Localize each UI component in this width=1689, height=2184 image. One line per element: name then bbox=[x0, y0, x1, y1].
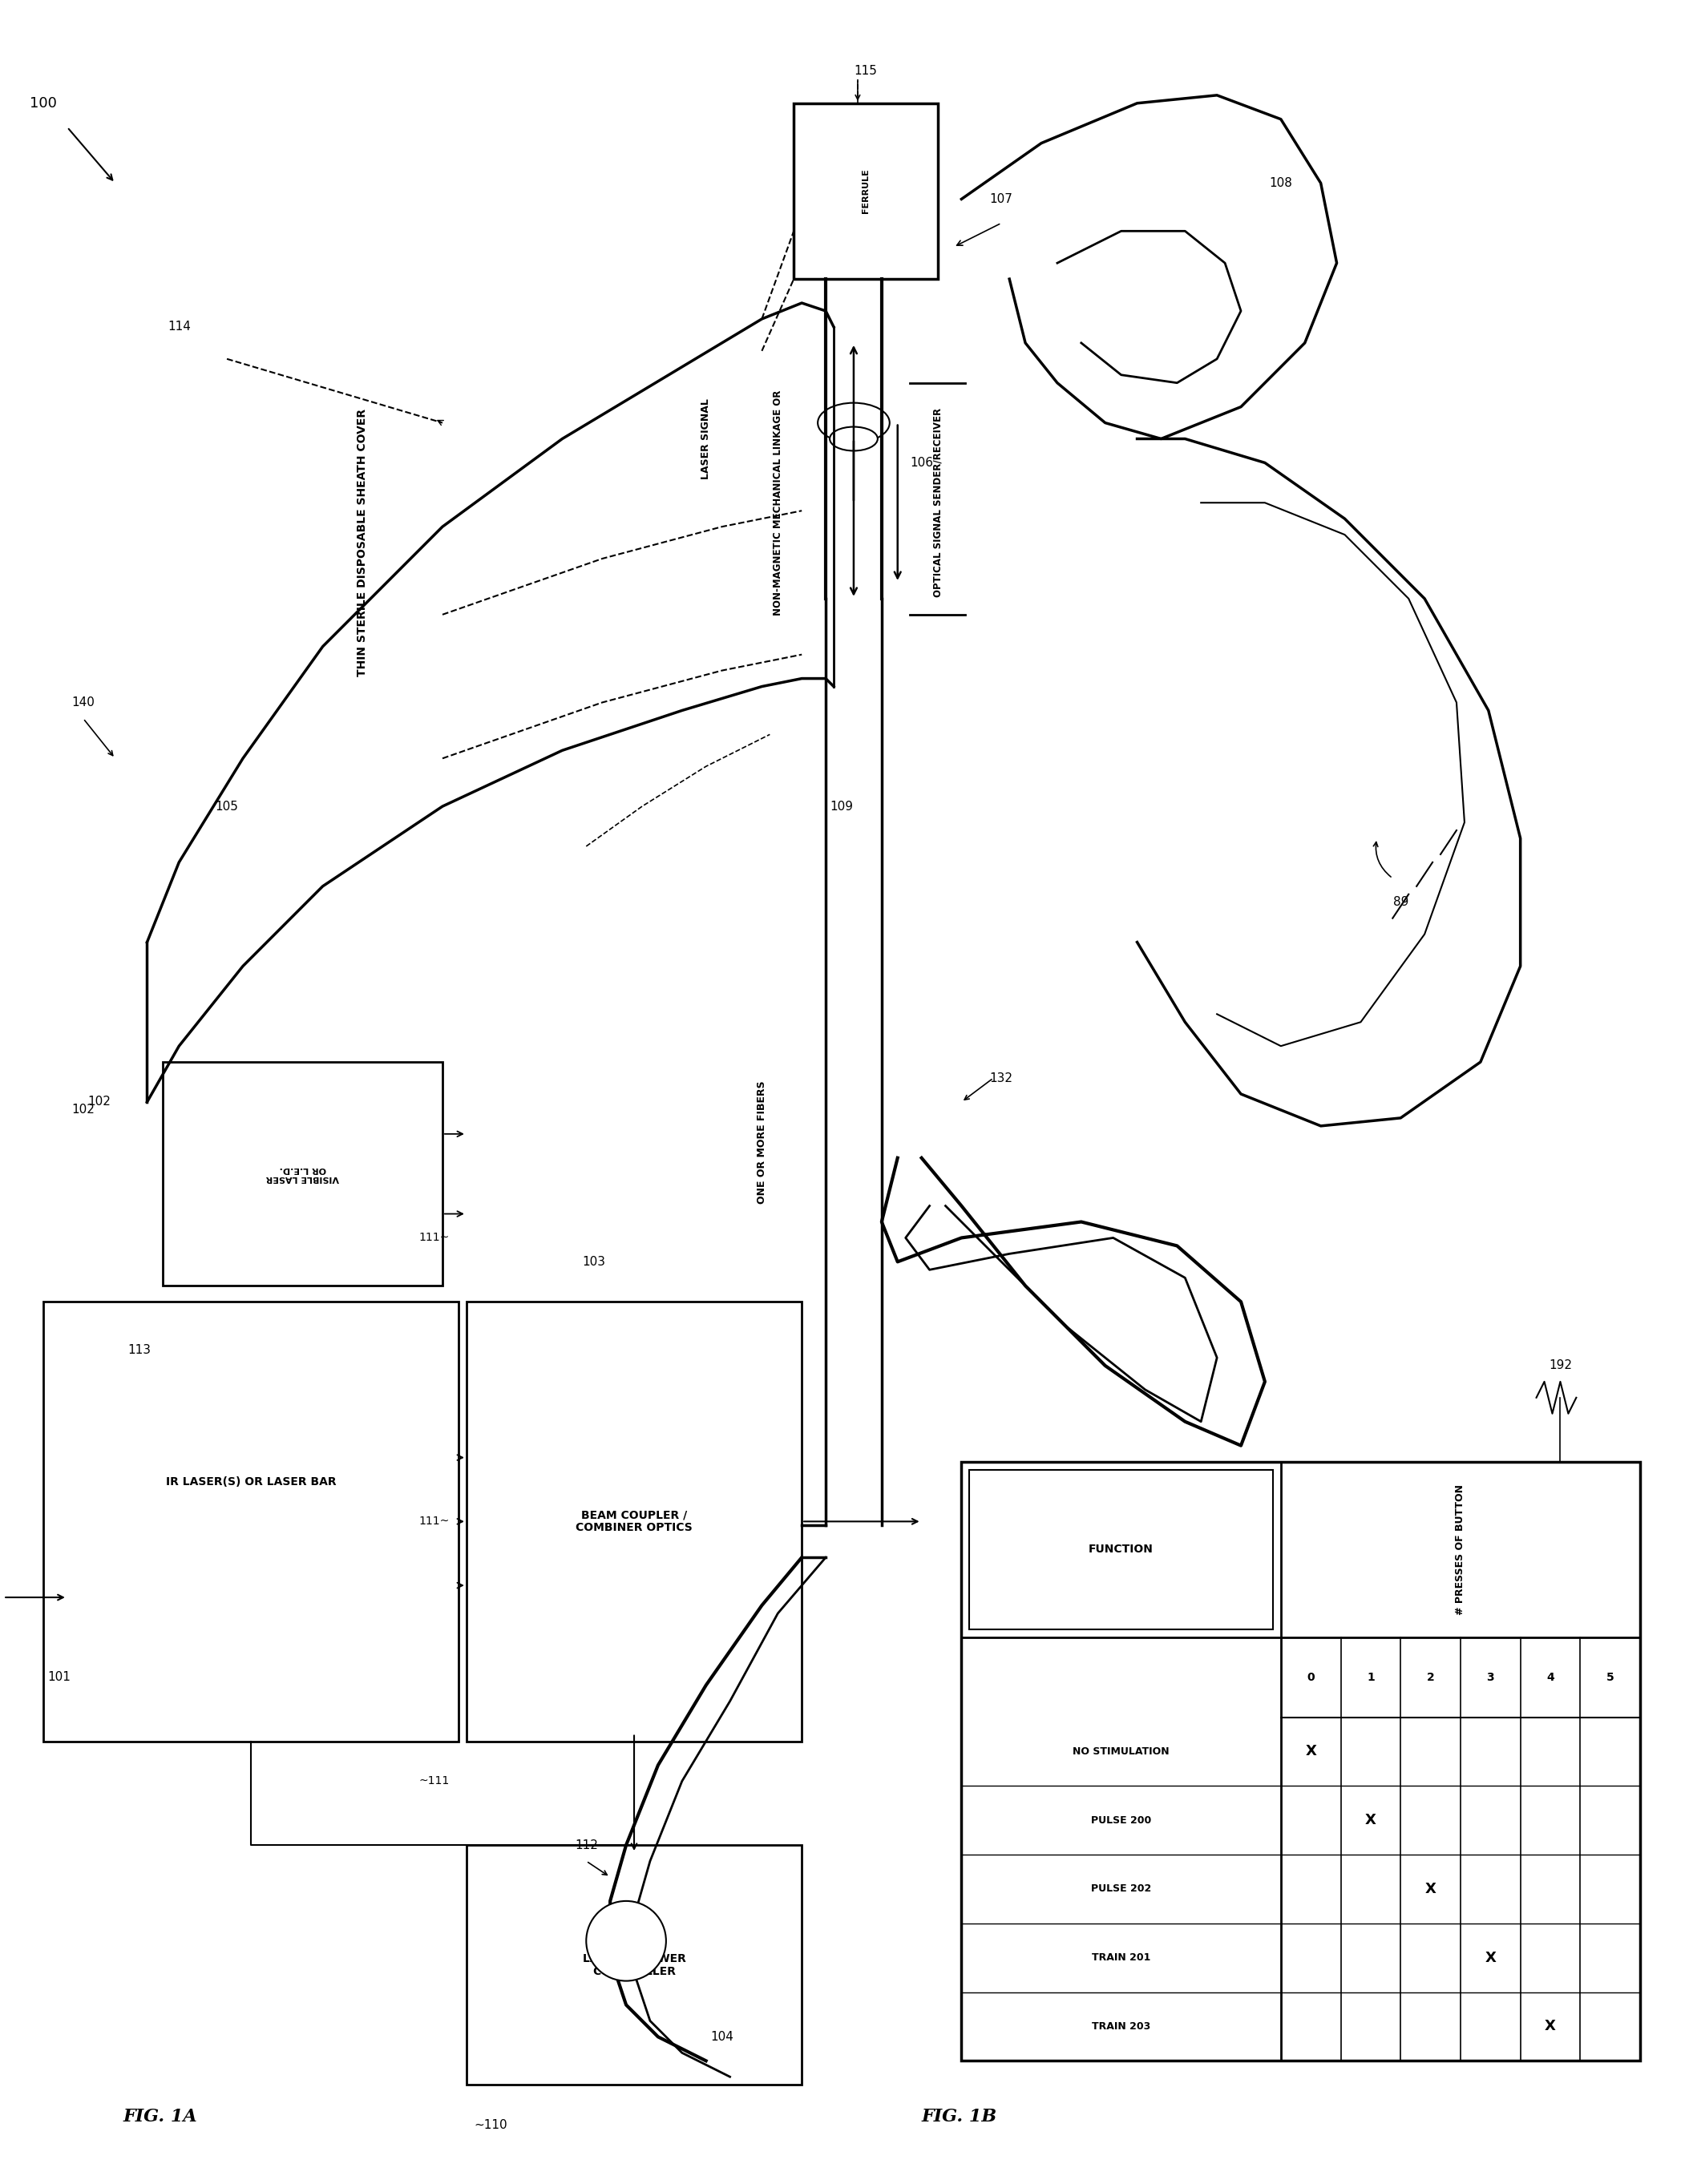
Text: OPTICAL SIGNAL SENDER/RECEIVER: OPTICAL SIGNAL SENDER/RECEIVER bbox=[932, 408, 942, 598]
Text: 104: 104 bbox=[711, 2031, 733, 2042]
Text: X: X bbox=[1426, 1883, 1436, 1896]
Text: 132: 132 bbox=[990, 1072, 1013, 1083]
Text: 140: 140 bbox=[71, 697, 95, 708]
Text: FUNCTION: FUNCTION bbox=[1089, 1544, 1154, 1555]
Text: ~110: ~110 bbox=[473, 2118, 507, 2132]
Text: PULSE 202: PULSE 202 bbox=[1091, 1885, 1152, 1894]
Bar bbox=[164, 1061, 443, 1286]
Text: 112: 112 bbox=[574, 1839, 598, 1852]
Text: 0: 0 bbox=[1307, 1671, 1314, 1684]
Bar bbox=[466, 1302, 802, 1741]
Circle shape bbox=[586, 1900, 665, 1981]
Text: 192: 192 bbox=[1549, 1361, 1572, 1372]
Bar bbox=[961, 1461, 1640, 2062]
Text: 101: 101 bbox=[47, 1671, 71, 1684]
Text: 108: 108 bbox=[1268, 177, 1292, 190]
Text: 115: 115 bbox=[855, 66, 877, 76]
Text: X: X bbox=[1485, 1950, 1496, 1966]
Text: LASER + POWER
CONTROLLER: LASER + POWER CONTROLLER bbox=[583, 1952, 686, 1977]
Text: FIG. 1B: FIG. 1B bbox=[922, 2108, 997, 2125]
Text: NO STIMULATION: NO STIMULATION bbox=[1073, 1747, 1169, 1756]
Text: BEAM COUPLER /
COMBINER OPTICS: BEAM COUPLER / COMBINER OPTICS bbox=[576, 1509, 692, 1533]
Text: 105: 105 bbox=[215, 799, 238, 812]
Text: 89: 89 bbox=[1393, 895, 1409, 909]
Text: PULSE 200: PULSE 200 bbox=[1091, 1815, 1152, 1826]
Text: 109: 109 bbox=[829, 799, 853, 812]
Text: 103: 103 bbox=[583, 1256, 606, 1267]
Text: 1: 1 bbox=[1366, 1671, 1375, 1684]
Text: THIN STERILE DISPOSABLE SHEATH COVER: THIN STERILE DISPOSABLE SHEATH COVER bbox=[356, 408, 368, 677]
Text: 113: 113 bbox=[127, 1343, 150, 1356]
Text: X: X bbox=[1545, 2020, 1556, 2033]
Text: FIG. 1A: FIG. 1A bbox=[123, 2108, 198, 2125]
Text: 114: 114 bbox=[167, 321, 191, 332]
Ellipse shape bbox=[817, 402, 890, 443]
Text: # PRESSES OF BUTTON: # PRESSES OF BUTTON bbox=[1456, 1485, 1466, 1614]
Text: 5: 5 bbox=[1606, 1671, 1615, 1684]
Text: NON-MAGNETIC MECHANICAL LINKAGE OR: NON-MAGNETIC MECHANICAL LINKAGE OR bbox=[772, 391, 784, 616]
Text: TRAIN 203: TRAIN 203 bbox=[1091, 2020, 1150, 2031]
Bar bbox=[44, 1302, 458, 1741]
Text: ~111: ~111 bbox=[419, 1776, 449, 1787]
Text: 111~: 111~ bbox=[419, 1232, 449, 1243]
Text: TRAIN 201: TRAIN 201 bbox=[1091, 1952, 1150, 1963]
Text: FERRULE: FERRULE bbox=[861, 168, 870, 214]
Text: 102: 102 bbox=[71, 1103, 95, 1116]
Text: 4: 4 bbox=[1547, 1671, 1554, 1684]
Text: 2: 2 bbox=[1427, 1671, 1434, 1684]
Ellipse shape bbox=[829, 426, 878, 450]
Bar bbox=[794, 103, 937, 280]
Text: 102: 102 bbox=[88, 1096, 111, 1107]
Text: 111~: 111~ bbox=[419, 1516, 449, 1527]
Text: VISIBLE LASER
OR L.E.D.: VISIBLE LASER OR L.E.D. bbox=[267, 1166, 339, 1182]
Text: IR LASER(S) OR LASER BAR: IR LASER(S) OR LASER BAR bbox=[166, 1476, 336, 1487]
Text: 106: 106 bbox=[910, 456, 934, 470]
Bar bbox=[466, 1845, 802, 2086]
Text: ONE OR MORE FIBERS: ONE OR MORE FIBERS bbox=[757, 1081, 767, 1203]
Text: 107: 107 bbox=[990, 192, 1013, 205]
Text: X: X bbox=[1306, 1745, 1316, 1758]
Text: 100: 100 bbox=[30, 96, 57, 111]
Bar bbox=[969, 1470, 1274, 1629]
Text: 3: 3 bbox=[1486, 1671, 1495, 1684]
Text: X: X bbox=[1365, 1813, 1377, 1828]
Text: LASER SIGNAL: LASER SIGNAL bbox=[701, 397, 711, 478]
